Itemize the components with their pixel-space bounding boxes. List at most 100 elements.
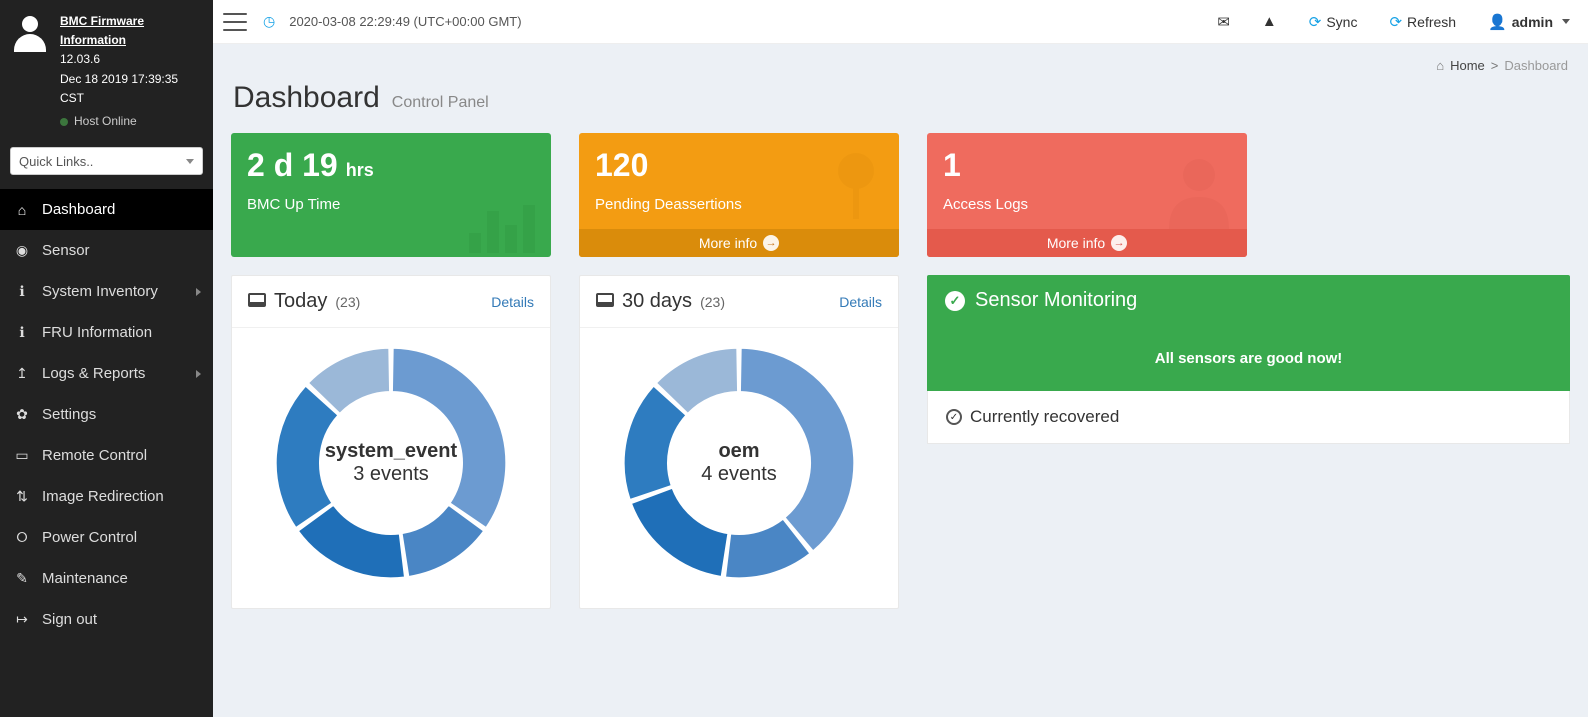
today-center-2: 3 events xyxy=(353,463,429,486)
breadcrumb: ⌂ Home > Dashboard xyxy=(231,48,1570,73)
sidebar-item-logs-reports[interactable]: ↥Logs & Reports xyxy=(0,353,213,394)
refresh-icon: ⟳ xyxy=(1389,13,1402,31)
sign-out-icon: ↦ xyxy=(14,611,30,628)
hamburger-button[interactable] xyxy=(223,13,247,31)
sidebar-item-label: FRU Information xyxy=(42,324,152,341)
days30-count: (23) xyxy=(700,294,725,310)
today-title: Today xyxy=(274,290,327,313)
refresh-label: Refresh xyxy=(1407,14,1456,30)
topbar: ◷ 2020-03-08 22:29:49 (UTC+00:00 GMT) ✉ … xyxy=(213,0,1588,44)
pending-value: 120 xyxy=(595,147,648,184)
sidebar-item-label: Sensor xyxy=(42,242,90,259)
sidebar-item-sensor[interactable]: ◉ Sensor xyxy=(0,230,213,271)
access-value: 1 xyxy=(943,147,961,184)
sidebar-item-sign-out[interactable]: ↦ Sign out xyxy=(0,599,213,640)
panel-30days: 30 days (23) Details oem 4 events xyxy=(579,275,899,609)
sensor-footer-text: Currently recovered xyxy=(970,407,1119,427)
nav: ⌂Dashboard ◉ Sensor ℹ System Inventory ℹ FRU I… xyxy=(0,189,213,640)
settings-icon: ✿ xyxy=(14,406,30,423)
page-subtitle: Control Panel xyxy=(392,94,489,112)
sidebar: BMC Firmware Information 12.03.6 Dec 18 … xyxy=(0,0,213,717)
bars-icon xyxy=(463,197,543,257)
page-header: Dashboard Control Panel xyxy=(233,81,1570,115)
sidebar-item-maintenance[interactable]: ✎Maintenance xyxy=(0,558,213,599)
user-menu[interactable]: 👤 admin xyxy=(1488,13,1570,31)
envelope-icon: ✉ xyxy=(1217,13,1230,31)
days30-center-2: 4 events xyxy=(701,463,777,486)
firmware-title[interactable]: BMC Firmware Information xyxy=(60,12,203,50)
breadcrumb-home[interactable]: Home xyxy=(1450,58,1485,73)
sidebar-item-label: System Inventory xyxy=(42,283,158,300)
sidebar-item-fru-information[interactable]: ℹ FRU Information xyxy=(0,312,213,353)
card-pending: 120 Pending Deassertions More info → xyxy=(579,133,899,257)
access-more-label: More info xyxy=(1047,235,1105,251)
user-icon: 👤 xyxy=(1488,13,1507,31)
maintenance-icon: ✎ xyxy=(14,570,30,587)
arrow-right-icon: → xyxy=(1111,235,1127,251)
quick-links-select[interactable]: Quick Links.. xyxy=(10,147,203,175)
user-name: admin xyxy=(1512,14,1553,30)
power-control-icon: ⭘ xyxy=(14,529,30,546)
host-status-dot-icon xyxy=(60,118,68,126)
chevron-right-icon xyxy=(196,288,201,296)
avatar xyxy=(10,12,50,52)
clock-icon: ◷ xyxy=(263,13,275,30)
sidebar-item-remote-control[interactable]: ▭Remote Control xyxy=(0,435,213,476)
today-count: (23) xyxy=(335,294,360,310)
sidebar-item-image-redirection[interactable]: ⇅ Image Redirection xyxy=(0,476,213,517)
sidebar-item-dashboard[interactable]: ⌂Dashboard xyxy=(0,189,213,230)
remote-control-icon: ▭ xyxy=(14,447,30,464)
sidebar-item-label: Sign out xyxy=(42,611,97,628)
host-status-text: Host Online xyxy=(74,112,137,131)
caret-down-icon xyxy=(1562,19,1570,24)
sidebar-item-power-control[interactable]: ⭘ Power Control xyxy=(0,517,213,558)
sidebar-item-label: Settings xyxy=(42,406,96,423)
system-inventory-icon: ℹ xyxy=(14,283,30,300)
breadcrumb-separator: > xyxy=(1491,58,1499,73)
alerts-button[interactable]: ▲ xyxy=(1262,13,1277,30)
pending-more-link[interactable]: More info → xyxy=(579,229,899,257)
card-uptime: 2 d 19 hrs BMC Up Time xyxy=(231,133,551,257)
sensor-message: All sensors are good now! xyxy=(927,326,1570,391)
check-circle-icon: ✓ xyxy=(946,409,962,425)
warning-icon: ▲ xyxy=(1262,13,1277,30)
image-redirection-icon: ⇅ xyxy=(14,488,30,505)
sidebar-item-label: Dashboard xyxy=(42,201,115,218)
uptime-value: 2 d 19 xyxy=(247,147,338,184)
refresh-button[interactable]: ⟳ Refresh xyxy=(1389,13,1456,31)
days30-donut-chart: oem 4 events xyxy=(624,348,854,578)
days30-details-link[interactable]: Details xyxy=(839,294,882,310)
person-icon xyxy=(1159,149,1239,229)
sensor-title: Sensor Monitoring xyxy=(975,289,1137,312)
fru-information-icon: ℹ xyxy=(14,324,30,341)
sidebar-item-label: Power Control xyxy=(42,529,137,546)
sync-button[interactable]: ⟳Sync xyxy=(1309,13,1358,31)
days30-title: 30 days xyxy=(622,290,692,313)
breadcrumb-current: Dashboard xyxy=(1504,58,1568,73)
pending-more-label: More info xyxy=(699,235,757,251)
sidebar-item-system-inventory[interactable]: ℹ System Inventory xyxy=(0,271,213,312)
panel-today: Today (23) Details system_event 3 events xyxy=(231,275,551,609)
check-icon: ✓ xyxy=(945,291,965,311)
sync-label: Sync xyxy=(1326,14,1357,30)
sidebar-item-label: Image Redirection xyxy=(42,488,164,505)
messages-button[interactable]: ✉ xyxy=(1217,13,1230,31)
sidebar-item-settings[interactable]: ✿ Settings xyxy=(0,394,213,435)
topbar-timestamp: 2020-03-08 22:29:49 (UTC+00:00 GMT) xyxy=(289,14,521,29)
inbox-icon xyxy=(248,293,266,307)
firmware-build-date: Dec 18 2019 17:39:35 CST xyxy=(60,70,203,108)
access-more-link[interactable]: More info → xyxy=(927,229,1247,257)
chevron-right-icon xyxy=(196,370,201,378)
card-access: 1 Access Logs More info → xyxy=(927,133,1247,257)
page-title: Dashboard xyxy=(233,81,380,115)
sidebar-item-label: Logs & Reports xyxy=(42,365,145,382)
sensor-icon: ◉ xyxy=(14,242,30,259)
today-details-link[interactable]: Details xyxy=(491,294,534,310)
firmware-version: 12.03.6 xyxy=(60,50,203,69)
arrow-right-icon: → xyxy=(763,235,779,251)
panel-sensor: ✓ Sensor Monitoring All sensors are good… xyxy=(927,275,1570,444)
home-icon: ⌂ xyxy=(1436,58,1444,73)
sync-icon: ⟳ xyxy=(1309,13,1322,31)
today-center-1: system_event xyxy=(325,440,457,463)
inbox-icon xyxy=(596,293,614,307)
